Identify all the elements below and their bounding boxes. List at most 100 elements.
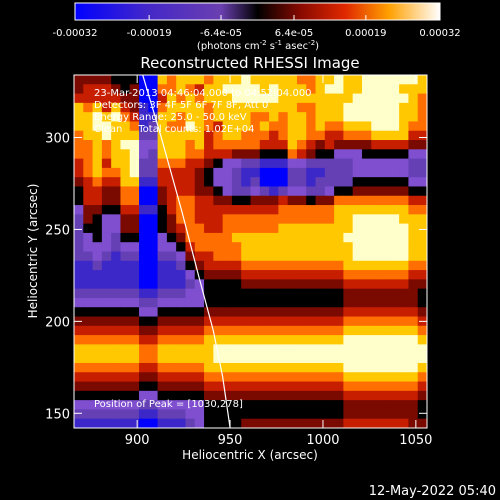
heatmap-cell (417, 288, 427, 299)
heatmap-cell (306, 112, 317, 123)
heatmap-cell (139, 205, 149, 215)
heatmap-cell (343, 102, 354, 113)
heatmap-cell (148, 307, 159, 318)
heatmap-cell (287, 158, 298, 169)
heatmap-cell (324, 232, 335, 243)
heatmap-cell (399, 214, 410, 225)
heatmap-cell (129, 75, 140, 85)
heatmap-cell (101, 270, 112, 280)
heatmap-cell (287, 325, 298, 336)
heatmap-cell (74, 232, 84, 243)
heatmap-cell (250, 121, 261, 132)
x-tick-label: 1000 (306, 433, 339, 448)
heatmap-cell (148, 242, 159, 253)
heatmap-cell (250, 195, 261, 206)
heatmap-cell (334, 316, 344, 327)
heatmap-cell (296, 149, 307, 160)
heatmap-cell (296, 251, 307, 262)
heatmap-cell (250, 177, 261, 188)
heatmap-cell (111, 279, 122, 290)
heatmap-cell (213, 102, 224, 113)
heatmap-cell (241, 335, 252, 345)
heatmap-cell (111, 140, 122, 150)
heatmap-cell (176, 335, 187, 345)
heatmap-cell (399, 307, 410, 318)
heatmap-cell (139, 362, 149, 373)
heatmap-cell (296, 418, 307, 428)
heatmap-cell (380, 353, 391, 364)
heatmap-cell (278, 102, 289, 113)
heatmap-cell (361, 121, 372, 132)
heatmap-cell (408, 307, 419, 318)
heatmap-cell (194, 307, 205, 318)
heatmap-cell (380, 325, 391, 336)
heatmap-cell (269, 335, 279, 345)
heatmap-cell (139, 112, 149, 123)
heatmap-cell (222, 84, 233, 95)
heatmap-cell (371, 112, 382, 123)
heatmap-cell (148, 75, 159, 85)
heatmap-cell (250, 130, 261, 141)
heatmap-cell (241, 381, 252, 392)
heatmap-cell (92, 409, 103, 420)
heatmap-cell (399, 390, 410, 401)
heatmap-cell (120, 140, 131, 150)
heatmap-cell (83, 140, 94, 150)
heatmap-cell (380, 335, 391, 345)
heatmap-cell (231, 335, 242, 345)
heatmap-cell (129, 140, 140, 150)
heatmap-cell (408, 418, 419, 428)
heatmap-cell (408, 75, 419, 85)
heatmap-cell (315, 344, 326, 355)
heatmap-cell (259, 390, 270, 401)
heatmap-cell (250, 205, 261, 215)
heatmap-cell (185, 418, 196, 428)
heatmap-cell (231, 297, 242, 308)
heatmap-cell (315, 418, 326, 428)
heatmap-cell (315, 362, 326, 373)
heatmap-cell (74, 242, 84, 253)
heatmap-cell (204, 232, 214, 243)
heatmap-cell (101, 223, 112, 234)
heatmap-cell (129, 112, 140, 123)
heatmap-cell (352, 344, 363, 355)
heatmap-cell (166, 288, 177, 299)
heatmap-cell (380, 418, 391, 428)
heatmap-cell (278, 130, 289, 141)
heatmap-cell (176, 260, 187, 271)
heatmap-cell (269, 288, 279, 299)
heatmap-cell (269, 121, 279, 132)
heatmap-cell (306, 297, 317, 308)
heatmap-cell (269, 362, 279, 373)
heatmap-cell (287, 297, 298, 308)
heatmap-cell (101, 288, 112, 299)
heatmap-cell (166, 279, 177, 290)
heatmap-cell (352, 400, 363, 411)
heatmap-cell (129, 177, 140, 188)
heatmap-cell (408, 381, 419, 392)
heatmap-cell (139, 158, 149, 169)
heatmap-cell (287, 335, 298, 345)
heatmap-cell (120, 390, 131, 401)
heatmap-cell (213, 381, 224, 392)
heatmap-cell (101, 335, 112, 345)
heatmap-cell (315, 400, 326, 411)
heatmap-cell (213, 279, 224, 290)
heatmap-cell (129, 353, 140, 364)
heatmap-cell (231, 149, 242, 160)
heatmap-cell (306, 353, 317, 364)
heatmap-cell (334, 325, 344, 336)
heatmap-cell (371, 140, 382, 150)
heatmap-cell (343, 297, 354, 308)
heatmap-cell (352, 177, 363, 188)
heatmap-cell (111, 205, 122, 215)
heatmap-cell (380, 279, 391, 290)
heatmap-cell (408, 400, 419, 411)
heatmap-cell (306, 177, 317, 188)
heatmap-cell (278, 344, 289, 355)
heatmap-cell (287, 260, 298, 271)
heatmap-cell (296, 102, 307, 113)
heatmap-cell (129, 195, 140, 206)
heatmap-cell (83, 214, 94, 225)
heatmap-cell (371, 344, 382, 355)
